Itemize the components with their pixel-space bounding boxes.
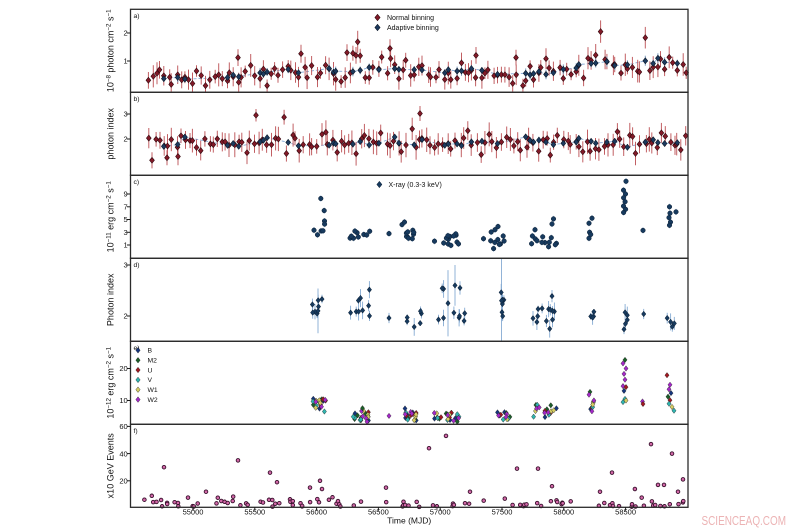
svg-text:10−11 erg cm−2 s−1: 10−11 erg cm−2 s−1 <box>106 181 116 253</box>
svg-text:57000: 57000 <box>430 508 451 517</box>
svg-text:56500: 56500 <box>368 508 389 517</box>
svg-text:58000: 58000 <box>553 508 574 517</box>
svg-text:10−12 erg cm−2 s−1: 10−12 erg cm−2 s−1 <box>106 346 116 418</box>
svg-text:W1: W1 <box>148 387 158 394</box>
svg-text:a): a) <box>134 13 140 20</box>
svg-text:5: 5 <box>124 215 128 224</box>
svg-text:2: 2 <box>124 312 128 321</box>
svg-text:9: 9 <box>124 190 128 199</box>
svg-text:V: V <box>148 377 153 384</box>
svg-text:c): c) <box>134 179 140 186</box>
svg-text:56000: 56000 <box>306 508 327 517</box>
svg-text:55000: 55000 <box>183 508 204 517</box>
svg-text:40: 40 <box>119 449 127 458</box>
svg-text:3: 3 <box>124 110 128 119</box>
svg-text:Adaptive binning: Adaptive binning <box>387 25 439 32</box>
svg-text:2: 2 <box>124 135 128 144</box>
svg-text:x10 GeV Events: x10 GeV Events <box>106 433 116 499</box>
svg-text:1: 1 <box>124 241 128 250</box>
svg-text:Time (MJD): Time (MJD) <box>387 515 431 525</box>
svg-text:3: 3 <box>124 228 128 237</box>
svg-text:f): f) <box>134 428 138 435</box>
svg-text:1: 1 <box>124 57 128 66</box>
svg-text:M2: M2 <box>148 358 158 365</box>
svg-text:10: 10 <box>119 396 127 405</box>
svg-text:58500: 58500 <box>615 508 636 517</box>
svg-text:3: 3 <box>124 261 128 270</box>
svg-text:55500: 55500 <box>244 508 265 517</box>
svg-text:b): b) <box>134 96 140 103</box>
svg-text:X-ray (0.3-3 keV): X-ray (0.3-3 keV) <box>389 182 442 189</box>
svg-text:SCIENCEAQ.COM: SCIENCEAQ.COM <box>702 514 787 528</box>
svg-text:10−8 photon cm−2 s−1: 10−8 photon cm−2 s−1 <box>106 9 116 92</box>
svg-text:60: 60 <box>119 422 127 431</box>
svg-text:B: B <box>148 348 153 355</box>
svg-text:7: 7 <box>124 203 128 212</box>
svg-text:Normal binning: Normal binning <box>387 15 434 22</box>
svg-text:20: 20 <box>119 477 127 486</box>
svg-text:photon index: photon index <box>106 108 116 160</box>
svg-text:U: U <box>148 367 153 374</box>
svg-text:d): d) <box>134 262 140 269</box>
svg-text:e): e) <box>134 345 140 352</box>
svg-text:2: 2 <box>124 29 128 38</box>
svg-text:57500: 57500 <box>492 508 513 517</box>
svg-text:20: 20 <box>119 364 127 373</box>
svg-text:Photon index: Photon index <box>106 273 116 326</box>
svg-text:W2: W2 <box>148 397 158 404</box>
